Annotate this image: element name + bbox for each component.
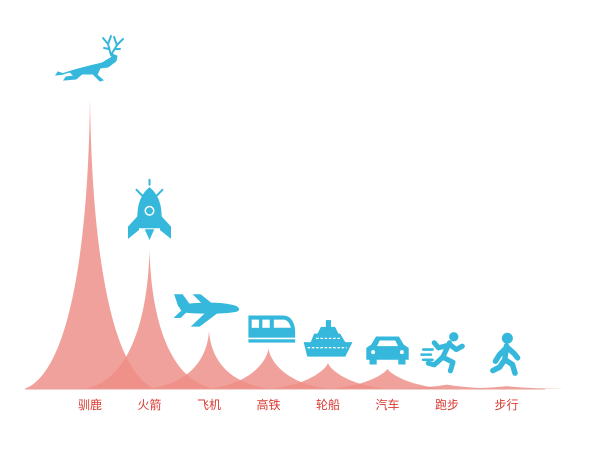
x-tick-label: 步行 [494,398,518,412]
icons-layer [55,35,518,373]
runner-icon [422,333,463,371]
x-tick-label: 跑步 [435,398,459,412]
peak-1 [24,99,156,389]
airplane-icon [174,294,240,327]
peak-3 [143,331,275,389]
x-tick-label: 汽车 [375,397,399,412]
peaks-layer [24,99,573,389]
peak-8 [440,386,573,389]
x-tick-label: 轮船 [316,398,340,412]
walker-icon [493,333,518,373]
deer-icon [55,35,124,82]
x-tick-label: 驯鹿 [78,397,102,412]
labels-layer: 驯鹿 火箭 飞机 高铁 轮船 汽车 跑步 步行 [78,397,519,412]
peak-5 [262,362,394,389]
peak-7 [381,384,513,389]
peak-2 [83,249,216,389]
train-icon [248,315,296,343]
ship-icon [303,319,353,357]
x-tick-label: 火箭 [137,397,161,412]
x-tick-label: 高铁 [256,397,280,412]
rocket-icon [127,178,172,240]
peak-4 [202,348,335,389]
x-tick-label: 飞机 [197,398,221,412]
peak-6 [321,368,454,389]
car-icon [366,336,409,365]
